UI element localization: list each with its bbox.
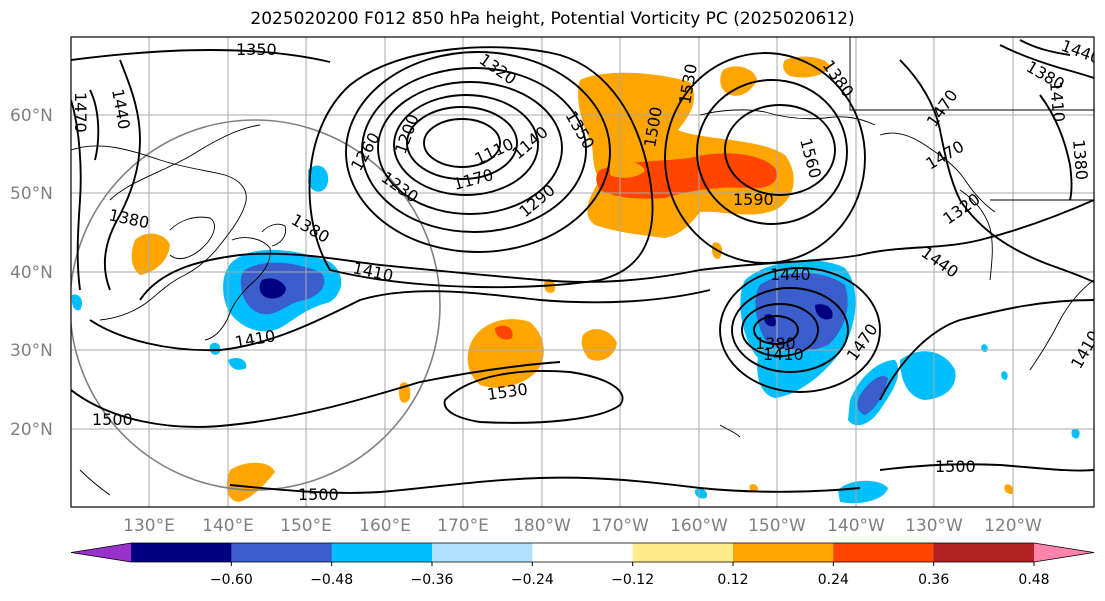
- colorbar-ticks: −0.60 −0.48 −0.36 −0.24 −0.12 0.12 0.24 0.36 0.4…: [210, 562, 1050, 588]
- contour-label: 1350: [236, 40, 277, 59]
- lon-label: 130°E: [123, 516, 175, 536]
- colorbar-tick-label: −0.24: [511, 572, 554, 588]
- contour-label: 1380: [1069, 139, 1091, 181]
- lon-label: 170°W: [591, 516, 649, 536]
- contour-label: 1440: [770, 265, 811, 284]
- colorbar-segment: [1034, 543, 1094, 562]
- lon-label: 140°W: [827, 516, 885, 536]
- colorbar-tick-label: −0.12: [611, 572, 654, 588]
- latitude-labels: 60°N 50°N 40°N 30°N 20°N: [10, 106, 53, 440]
- colorbar-tick-label: 0.48: [1018, 572, 1049, 588]
- colorbar-tick-label: 0.36: [918, 572, 949, 588]
- lat-label: 60°N: [10, 106, 53, 126]
- colorbar-segment: [933, 543, 1035, 562]
- lat-label: 50°N: [10, 184, 53, 204]
- lat-label: 30°N: [10, 341, 53, 361]
- contour-label: 1500: [92, 410, 133, 429]
- colorbar-segment: [231, 543, 333, 562]
- colorbar-outline: [70, 542, 1095, 563]
- colorbar-segment: [432, 543, 533, 562]
- map-border: [70, 36, 1095, 508]
- colorbar-segment: [733, 543, 834, 562]
- contour-label: 1500: [935, 457, 976, 476]
- lon-label: 150°E: [280, 516, 332, 536]
- colorbar-tick-label: −0.36: [411, 572, 454, 588]
- lon-label: 170°E: [437, 516, 489, 536]
- colorbar-segment: [71, 543, 131, 562]
- contour-label: 1410: [763, 345, 804, 364]
- lon-label: 160°E: [359, 516, 411, 536]
- colorbar-segment: [131, 543, 232, 562]
- longitude-labels: 130°E 140°E 150°E 160°E 170°E 180°W 170°…: [123, 516, 1042, 536]
- colorbar-tick-label: 0.24: [818, 572, 849, 588]
- height-contours: [71, 39, 1094, 494]
- lon-label: 160°W: [670, 516, 728, 536]
- contour-label: 1380: [755, 334, 796, 353]
- colorbar-tick-label: 0.12: [717, 572, 748, 588]
- contour-label: 1590: [733, 190, 774, 209]
- contour-label: 1470: [71, 92, 90, 133]
- lat-label: 20°N: [10, 420, 53, 440]
- lon-label: 180°W: [513, 516, 571, 536]
- lon-label: 130°W: [905, 516, 963, 536]
- colorbar: [70, 542, 1095, 563]
- chart-title: 2025020200 F012 850 hPa height, Potentia…: [250, 9, 855, 29]
- contour-label: 1500: [298, 485, 339, 504]
- coastlines: [71, 37, 1094, 496]
- colorbar-segment: [532, 543, 634, 562]
- colorbar-tick-label: −0.48: [310, 572, 353, 588]
- lon-label: 140°E: [202, 516, 254, 536]
- lat-label: 40°N: [10, 263, 53, 283]
- range-circle: [71, 119, 441, 491]
- colorbar-segment: [833, 543, 935, 562]
- colorbar-tick-label: −0.60: [210, 572, 253, 588]
- colorbar-segment: [331, 543, 433, 562]
- lon-label: 150°W: [748, 516, 806, 536]
- lon-label: 120°W: [984, 516, 1042, 536]
- contour-label: 1410: [1046, 81, 1068, 123]
- colorbar-segment: [632, 543, 734, 562]
